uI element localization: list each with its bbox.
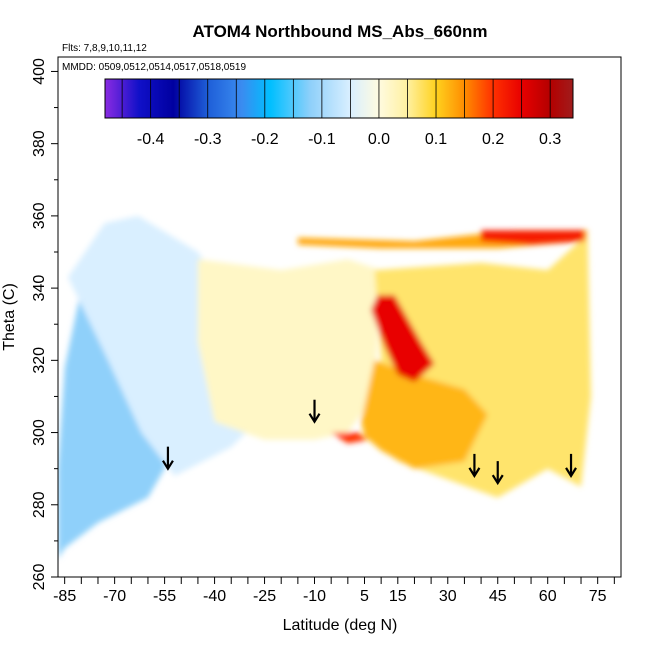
colorbar-tick-label: 0.2	[482, 131, 504, 148]
arrow-marker	[468, 453, 481, 478]
colorbar-tick-label: 0.1	[425, 131, 447, 148]
lower-red-patch	[331, 432, 368, 444]
x-tick-label: 75	[589, 588, 607, 605]
chart-title: ATOM4 Northbound MS_Abs_660nm	[192, 22, 487, 41]
arrow-marker	[308, 399, 321, 424]
arrow-head	[308, 413, 321, 424]
y-axis-label: Theta (C)	[1, 283, 18, 351]
x-tick-label: -40	[203, 588, 226, 605]
arrow-marker	[491, 461, 504, 486]
arrow-head	[565, 467, 577, 478]
x-tick-label: -10	[303, 588, 326, 605]
colorbar: -0.4 -0.3 -0.2 -0.1 0.0 0.1 0.2 0.3	[104, 78, 574, 148]
plot-frame	[57, 56, 622, 578]
field-layer	[58, 215, 591, 559]
x-tick-label: 5	[360, 588, 369, 605]
y-tick-label: 360	[31, 202, 48, 229]
y-tick-label: 380	[31, 130, 48, 157]
flights-note: Flts: 7,8,9,10,11,12	[62, 43, 147, 54]
colorbar-tick-label: -0.2	[251, 131, 279, 148]
colorbar-tick-label: -0.1	[308, 131, 336, 148]
y-tick-label: 280	[31, 491, 48, 518]
y-tick-label: 400	[31, 58, 48, 85]
arrow-head	[468, 467, 481, 478]
colorbar-tick-label: 0.3	[539, 131, 561, 148]
colorbar-tick-label: 0.0	[368, 131, 390, 148]
arrow-marker	[162, 446, 174, 471]
arrow-marker	[565, 453, 577, 478]
y-tick-label: 300	[31, 419, 48, 446]
x-tick-label: -85	[53, 588, 76, 605]
x-tick-label: 30	[439, 588, 457, 605]
upper-red-streak	[481, 230, 585, 245]
tropical-neutral-region	[197, 259, 382, 440]
x-axis: -85 -70 -55 -40 -25 -10 5 15 30 45 60 75	[53, 577, 615, 605]
x-axis-label: Latitude (deg N)	[283, 617, 398, 634]
x-tick-label: 60	[539, 588, 557, 605]
y-tick-label: 340	[31, 275, 48, 302]
x-tick-label: 15	[389, 588, 407, 605]
x-tick-label: -25	[253, 588, 276, 605]
y-tick-label: 320	[31, 347, 48, 374]
arrow-head	[162, 460, 174, 471]
field-blur-group	[58, 215, 591, 559]
x-tick-label: -55	[153, 588, 176, 605]
northern-orange-region	[361, 360, 488, 469]
colorbar-tick-label: -0.3	[194, 131, 222, 148]
tropical-red-core	[371, 295, 435, 382]
colorbar-ticks: -0.4 -0.3 -0.2 -0.1 0.0 0.1 0.2 0.3	[121, 79, 561, 148]
x-tick-label: 45	[489, 588, 507, 605]
colorbar-tick-label: -0.4	[137, 131, 165, 148]
colorbar-gradient	[104, 78, 574, 119]
dates-note: MMDD: 0509,0512,0514,0517,0518,0519	[62, 62, 246, 73]
x-tick-label: -70	[103, 588, 126, 605]
y-axis: 260 280 300 320 340 360 380 400	[31, 58, 58, 590]
y-tick-label: 260	[31, 564, 48, 591]
arrow-head	[491, 474, 504, 486]
arrow-layer	[162, 399, 577, 486]
